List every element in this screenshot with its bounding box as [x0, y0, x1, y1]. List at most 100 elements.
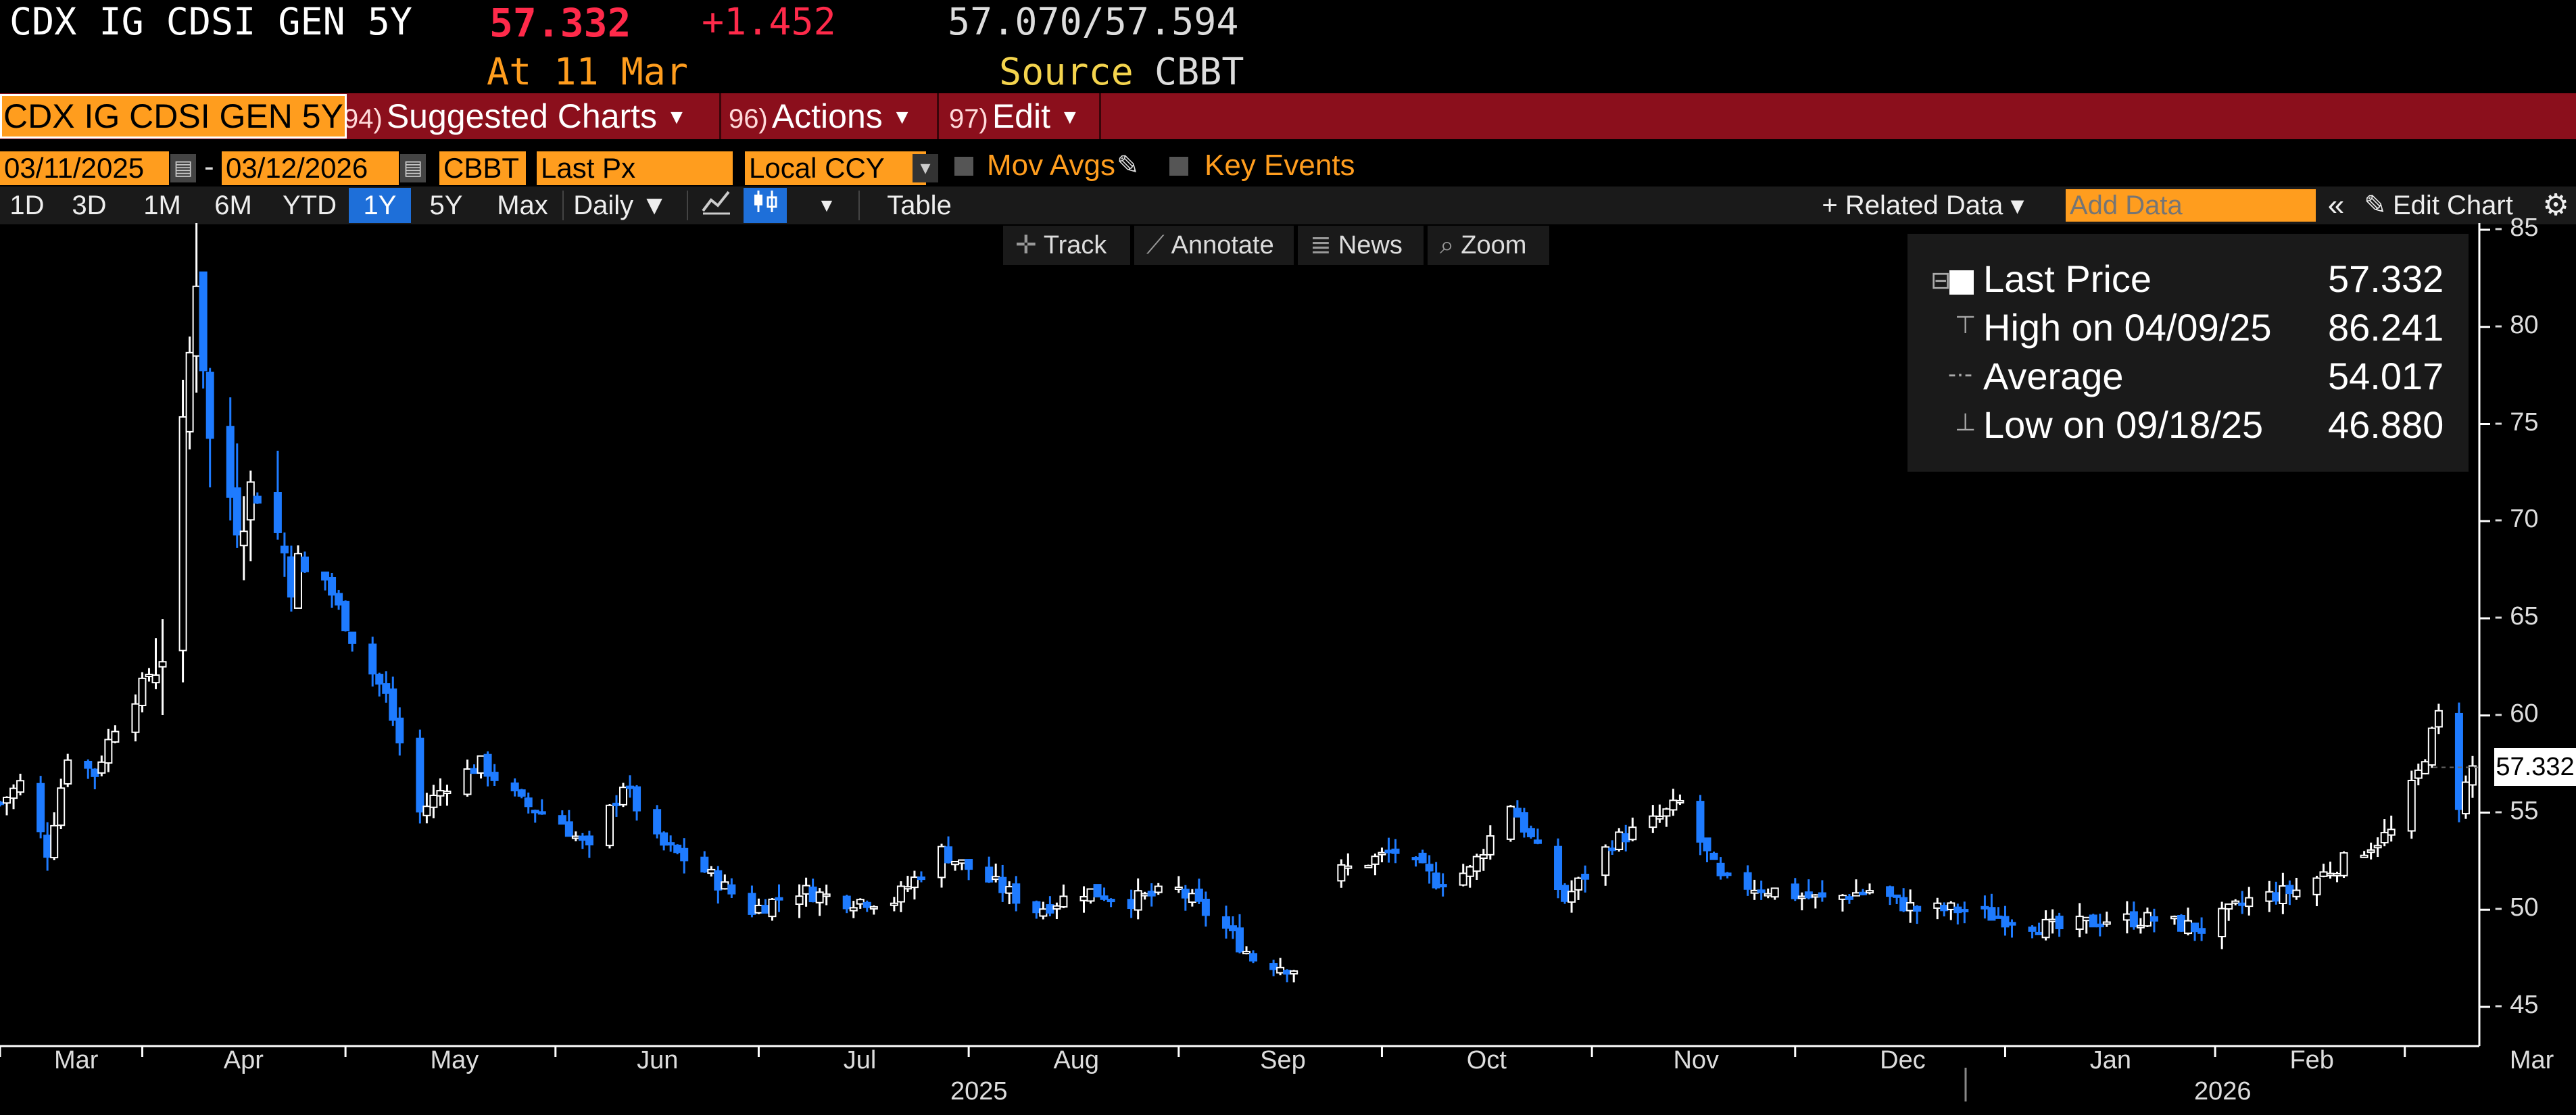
chart-type-dropdown-icon[interactable]: ▼: [817, 195, 836, 216]
candle-body: [1662, 808, 1671, 817]
zoom-button[interactable]: ⌕ Zoom: [1428, 226, 1549, 265]
candle-body: [2149, 916, 2158, 922]
key-events-checkbox[interactable]: [1169, 157, 1188, 176]
x-month-label: May: [430, 1046, 479, 1074]
news-button[interactable]: ≣ News: [1298, 226, 1424, 265]
menu-label: Suggested Charts: [386, 97, 658, 135]
candle-body: [1046, 904, 1054, 914]
table-button[interactable]: Table: [887, 191, 952, 220]
candle-body: [293, 553, 302, 609]
range-5y[interactable]: 5Y: [429, 191, 463, 220]
menu-actions[interactable]: 96) Actions ▼: [729, 93, 912, 139]
candle-body: [463, 768, 472, 795]
candle-body: [253, 495, 262, 504]
y-tick-label: - 65: [2494, 602, 2539, 630]
candle-body: [328, 576, 337, 596]
candle-body: [1838, 895, 1847, 900]
candle-body: [239, 530, 248, 547]
source-field[interactable]: CBBT: [439, 151, 526, 185]
range-1y[interactable]: 1Y: [349, 188, 411, 223]
candle-body: [754, 904, 763, 914]
candle-body: [2427, 727, 2436, 766]
candle-chart[interactable]: [0, 223, 2576, 1115]
pencil-icon[interactable]: ✎: [1117, 151, 1140, 180]
date-separator: -: [204, 150, 214, 183]
x-month-label: Jan: [2089, 1046, 2132, 1074]
candle-body: [958, 859, 967, 864]
related-data-button[interactable]: + Related Data ▾: [1822, 191, 2024, 220]
candle-body: [368, 643, 377, 675]
divider: [858, 191, 860, 220]
candle-body: [158, 661, 167, 668]
track-button[interactable]: ✛ Track: [1003, 226, 1130, 265]
candle-body: [517, 789, 526, 797]
candle-body: [111, 730, 120, 743]
candle-body: [849, 907, 858, 912]
currency-selector[interactable]: Local CCY: [745, 151, 926, 185]
line-chart-icon[interactable]: [699, 188, 734, 223]
range-ytd[interactable]: YTD: [283, 191, 337, 220]
mov-avgs-checkbox[interactable]: [954, 157, 973, 176]
candle-body: [246, 481, 255, 521]
candle-body: [1221, 916, 1230, 929]
x-month-label: Nov: [1673, 1046, 1720, 1074]
candle-body: [2285, 885, 2294, 895]
collapse-icon[interactable]: ⊟: [1930, 266, 1951, 294]
candle-body: [97, 761, 106, 774]
candle-body: [1378, 851, 1386, 856]
candle-body: [1039, 908, 1048, 917]
last-price-swatch: [1949, 270, 1974, 295]
high-marker-icon: ⊤: [1955, 311, 1976, 339]
candle-body: [2454, 712, 2463, 810]
candle-body: [470, 768, 479, 774]
divider: [1099, 93, 1101, 139]
security-input[interactable]: CDX IG CDSI GEN 5Y: [0, 94, 347, 139]
dropdown-arrow-icon[interactable]: ▾: [913, 154, 938, 182]
candle-body: [2245, 897, 2254, 908]
gear-icon[interactable]: ⚙: [2542, 189, 2569, 222]
candle-body: [2461, 781, 2470, 815]
candle-body: [700, 856, 709, 873]
candle-body: [348, 631, 357, 644]
candle-body: [1615, 831, 1624, 851]
menu-edit[interactable]: 97) Edit ▼: [949, 93, 1080, 139]
edit-chart-button[interactable]: Edit Chart: [2393, 191, 2513, 220]
candle-body: [1703, 837, 1711, 851]
range-max[interactable]: Max: [497, 191, 548, 220]
pencil-icon[interactable]: ✎: [2364, 191, 2387, 220]
candle-body: [1140, 893, 1149, 897]
range-1d[interactable]: 1D: [9, 191, 45, 220]
divider: [937, 93, 939, 139]
candle-body: [2008, 922, 2016, 926]
calendar-icon[interactable]: ▤: [170, 154, 196, 182]
candle-body: [571, 835, 580, 839]
end-date-field[interactable]: 03/12/2026: [222, 151, 399, 185]
calendar-icon[interactable]: ▤: [400, 154, 426, 182]
candle-body: [1506, 806, 1515, 840]
source-value: CBBT: [1155, 50, 1244, 93]
candle-body: [510, 782, 519, 791]
range-3d[interactable]: 3D: [72, 191, 107, 220]
candle-body: [300, 556, 309, 572]
candle-body: [2272, 892, 2281, 902]
annotate-button[interactable]: ⟋ Annotate: [1134, 226, 1294, 265]
candle-body: [1459, 872, 1467, 886]
candle-body: [389, 688, 397, 721]
news-icon: ≣: [1310, 231, 1332, 259]
candle-body: [2360, 854, 2368, 858]
candle-body: [2312, 877, 2321, 895]
double-chevron-left-icon[interactable]: «: [2327, 189, 2345, 222]
field-selector[interactable]: Last Px: [537, 151, 733, 185]
candle-chart-icon[interactable]: [744, 188, 787, 223]
start-date-field[interactable]: 03/11/2025: [0, 151, 169, 185]
candle-body: [84, 760, 93, 769]
menu-suggested-charts[interactable]: 94) Suggested Charts ▼: [343, 93, 687, 139]
candle-body: [192, 285, 201, 357]
candle-body: [1655, 815, 1664, 820]
add-data-input[interactable]: [2066, 189, 2316, 222]
frequency-selector[interactable]: Daily ▼: [573, 191, 668, 220]
candle-body: [131, 703, 140, 733]
range-6m[interactable]: 6M: [214, 191, 252, 220]
range-1m[interactable]: 1M: [143, 191, 181, 220]
candle-body: [57, 787, 66, 826]
